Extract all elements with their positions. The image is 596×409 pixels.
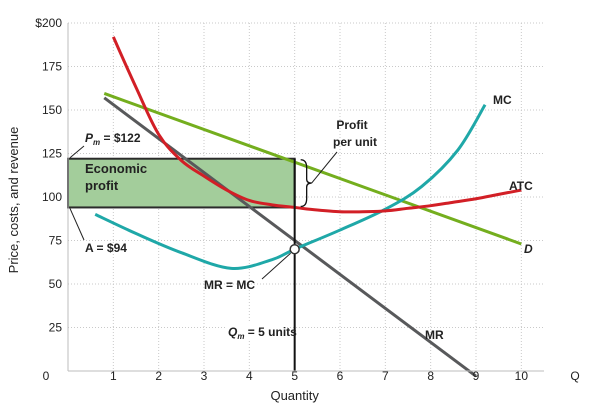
economic-profit-label-line2: profit — [85, 178, 119, 193]
mr-mc-leader-line — [261, 252, 292, 280]
a-leader-line — [69, 208, 85, 241]
x-tick-label: 6 — [337, 369, 344, 383]
x-tick-label: 9 — [473, 369, 480, 383]
economic-profit-label-line1: Economic — [85, 161, 147, 176]
demand-curve-label: D — [524, 242, 533, 256]
y-tick-label: 125 — [42, 147, 62, 161]
y-tick-label: $200 — [35, 16, 62, 30]
mr-mc-intersection-point — [289, 243, 300, 255]
y-tick-label: 175 — [42, 60, 62, 74]
x-tick-label: 1 — [110, 369, 117, 383]
annotations: Pm = $122 A = $94 Economic profit Profit per … — [69, 93, 533, 342]
x-axis-symbol: Q — [570, 369, 579, 383]
x-axis-title: Quantity — [270, 388, 319, 403]
y-tick-label: 75 — [49, 234, 63, 248]
qm-label: Qm = 5 units — [228, 325, 297, 341]
series-line-atc — [111, 36, 522, 214]
atc-curve-label: ATC — [509, 179, 533, 193]
x-tick-label: 10 — [515, 369, 529, 383]
profit-per-unit-label-line2: per unit — [333, 135, 377, 149]
series-line-d — [103, 92, 522, 246]
x-tick-label: 8 — [427, 369, 434, 383]
y-tick-label: 25 — [49, 321, 63, 335]
tick-labels: 0 1 2 3 4 5 6 7 8 9 10 25 50 75 100 125 150 175 $200 Q Quant… — [6, 16, 580, 403]
x-tick-label: 7 — [382, 369, 389, 383]
mr-equals-mc-label: MR = MC — [204, 278, 255, 292]
x-tick-label: 5 — [291, 369, 298, 383]
x-tick-label: 3 — [201, 369, 208, 383]
y-axis-title: Price, costs, and revenue — [6, 127, 21, 274]
profit-per-unit-label-line1: Profit — [336, 118, 367, 132]
y-tick-label: 100 — [42, 190, 62, 204]
mc-curve-label: MC — [493, 93, 512, 107]
series-group — [94, 36, 522, 378]
x-tick-label: 0 — [43, 369, 50, 383]
mr-curve-label: MR — [425, 328, 444, 342]
y-tick-label: 50 — [49, 277, 63, 291]
pm-label: Pm = $122 — [85, 131, 141, 147]
axes — [67, 23, 544, 372]
y-tick-label: 150 — [42, 103, 62, 117]
atc-value-label: A = $94 — [85, 241, 127, 255]
profit-per-unit-leader — [311, 151, 338, 184]
x-tick-label: 2 — [155, 369, 162, 383]
x-tick-label: 4 — [246, 369, 253, 383]
pm-leader-line — [69, 145, 85, 159]
qm-label-background — [226, 323, 284, 340]
